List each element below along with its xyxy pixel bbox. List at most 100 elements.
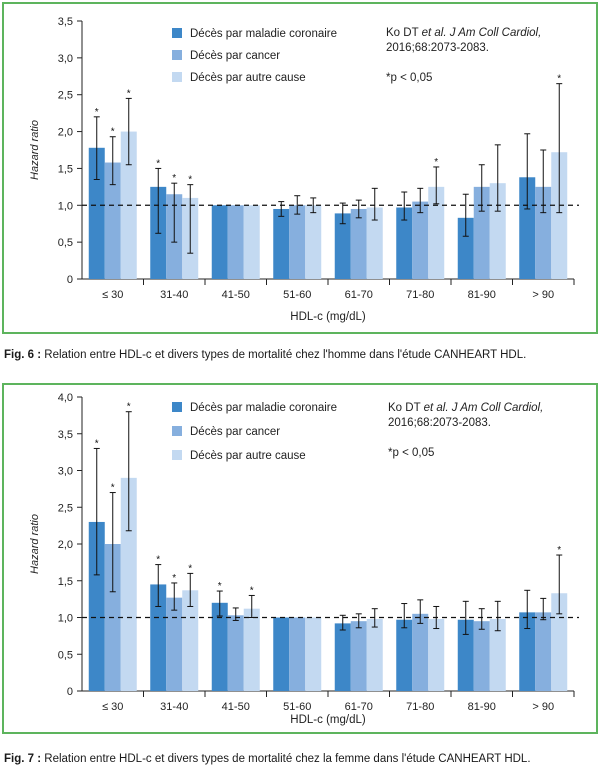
bar (211, 602, 228, 691)
x-tick-label: 41-50 (222, 289, 250, 301)
citation-line-2: 2016;68:2073-2083. (388, 417, 491, 429)
x-tick-label: 51-60 (283, 701, 311, 713)
bar (289, 205, 306, 279)
significance-star: * (557, 74, 561, 85)
significance-star: * (188, 175, 192, 186)
significance-star: * (434, 157, 438, 168)
bar (428, 186, 445, 279)
significance-star: * (557, 545, 561, 556)
legend-label: Décès par maladie coronaire (190, 402, 337, 414)
bar (412, 613, 429, 691)
x-tick-label: 61-70 (345, 701, 373, 713)
y-tick-label: 3,0 (58, 466, 73, 478)
bar (334, 623, 351, 691)
y-tick-label: 0 (67, 686, 73, 698)
legend-swatch (172, 450, 182, 460)
bar (104, 162, 121, 279)
legend-label: Décès par autre cause (190, 72, 306, 84)
bar (243, 205, 260, 279)
x-tick-label: 71-80 (406, 701, 434, 713)
legend-label: Décès par autre cause (190, 450, 306, 462)
legend-label: Décès par maladie coronaire (190, 28, 337, 40)
legend-swatch (172, 72, 182, 82)
y-tick-label: 1,5 (58, 576, 73, 588)
bar (305, 617, 322, 691)
x-tick-label: 81-90 (468, 289, 496, 301)
legend-label: Décès par cancer (190, 426, 280, 438)
bar (350, 208, 367, 279)
bar (211, 205, 228, 279)
significance-star: * (172, 573, 176, 584)
significance-star: * (172, 173, 176, 184)
bar (350, 621, 367, 691)
bar (289, 617, 306, 691)
bar (535, 186, 552, 279)
bar (535, 612, 552, 691)
significance-star: * (156, 555, 160, 566)
bar (396, 207, 413, 279)
significance-note: *p < 0,05 (388, 447, 434, 459)
y-tick-label: 0,5 (58, 237, 73, 249)
caption-label: Fig. 6 : (4, 349, 42, 361)
x-tick-label: 61-70 (345, 289, 373, 301)
bar (227, 205, 244, 279)
significance-star: * (95, 438, 99, 449)
y-tick-label: 3,5 (58, 16, 73, 28)
bar (88, 147, 105, 279)
chart-fig7: 0 0,5 1,0 1,5 2,0 2,5 3,0 3,5 4,0 Hazard ratio * * *… (29, 392, 579, 726)
x-tick-label: > 90 (532, 289, 554, 301)
bar (457, 217, 474, 279)
significance-star: * (95, 107, 99, 118)
significance-star: * (218, 581, 222, 592)
legend-label: Décès par cancer (190, 50, 280, 62)
caption-text: Relation entre HDL-c et divers types de … (44, 349, 527, 361)
x-tick-label: 31-40 (160, 289, 188, 301)
significance-star: * (127, 402, 131, 413)
significance-star: * (127, 88, 131, 99)
x-tick-label: ≤ 30 (102, 701, 123, 713)
y-tick-label: 1,0 (58, 613, 73, 625)
significance-note: *p < 0,05 (386, 72, 432, 84)
bar (120, 477, 137, 691)
x-axis-title: HDL-c (mg/dL) (290, 311, 366, 323)
y-tick-label: 1,0 (58, 200, 73, 212)
significance-star: * (111, 483, 115, 494)
bar (227, 615, 244, 691)
bar (519, 612, 536, 691)
x-tick-label: 51-60 (283, 289, 311, 301)
x-tick-label: 31-40 (160, 701, 188, 713)
bar (243, 608, 260, 691)
y-tick-label: 1,5 (58, 163, 73, 175)
bar (182, 590, 199, 691)
bar (273, 208, 290, 279)
citation-line-1: Ko DT et al. J Am Coll Cardiol, (386, 27, 541, 39)
x-tick-label: > 90 (532, 701, 554, 713)
y-tick-label: 3,0 (58, 53, 73, 65)
significance-star: * (111, 127, 115, 138)
bar (150, 584, 167, 691)
bar (88, 521, 105, 691)
y-tick-label: 2,0 (58, 127, 73, 139)
y-axis-title: Hazard ratio (29, 514, 41, 574)
bar (489, 618, 506, 691)
bar (273, 617, 290, 691)
citation-line-1: Ko DT et al. J Am Coll Cardiol, (388, 402, 543, 414)
bar (428, 618, 445, 691)
citation-line-2: 2016;68:2073-2083. (386, 42, 489, 54)
significance-star: * (250, 585, 254, 596)
caption-label: Fig. 7 : (4, 753, 42, 765)
y-tick-label: 0,5 (58, 649, 73, 661)
bar (366, 618, 383, 691)
bar (305, 205, 322, 279)
legend-swatch (172, 402, 182, 412)
y-tick-label: 3,5 (58, 429, 73, 441)
y-axis-title: Hazard ratio (29, 120, 41, 180)
significance-star: * (188, 563, 192, 574)
bar (473, 186, 490, 279)
y-tick-label: 2,5 (58, 502, 73, 514)
x-axis-title: HDL-c (mg/dL) (290, 714, 366, 726)
bar (489, 183, 506, 279)
figure-6-panel: 0 0,5 1,0 1,5 2,0 2,5 3,0 3,5 Hazard ratio * * * ≤ 3… (2, 2, 598, 334)
legend-swatch (172, 50, 182, 60)
bar (473, 621, 490, 691)
